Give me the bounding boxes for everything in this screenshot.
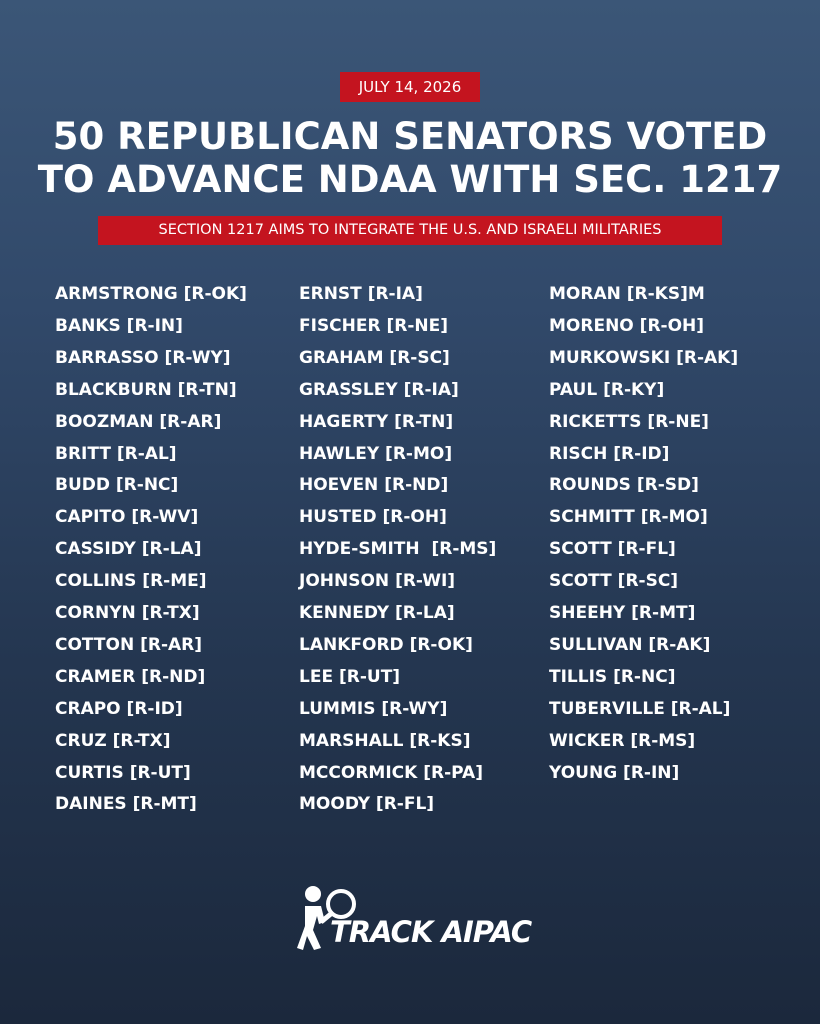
senator-name: CORNYN [R-TX]	[55, 603, 200, 623]
senator-name: SULLIVAN [R-AK]	[549, 634, 711, 655]
senator-name: CRAPO [R-ID]	[55, 698, 183, 719]
senator-name: CRUZ [R-TX]	[55, 730, 171, 751]
senator-name: FISCHER [R-NE]	[299, 315, 449, 336]
title-line: TO ADVANCE NDAA WITH SEC. 1217	[37, 158, 783, 201]
senator-name: MCCORMICK [R-PA]	[299, 762, 483, 783]
senator-name: ROUNDS [R-SD]	[549, 475, 699, 496]
senator-name: PAUL [R-KY]	[549, 379, 665, 400]
senator-name: MORENO [R-OH]	[549, 315, 705, 336]
senator-name: SCHMITT [R-MO]	[549, 507, 708, 528]
senator-name: HUSTED [R-OH]	[299, 507, 447, 528]
senator-name: YOUNG [R-IN]	[549, 762, 680, 783]
senator-name: LEE [R-UT]	[299, 666, 401, 687]
senator-name: KENNEDY [R-LA]	[299, 603, 455, 623]
senator-name: CASSIDY [R-LA]	[55, 539, 202, 560]
senator-name: COLLINS [R-ME]	[55, 571, 207, 592]
senator-name: ARMSTRONG [R-OK]	[55, 284, 247, 304]
senator-name: BUDD [R-NC]	[55, 475, 179, 496]
senator-name: ERNST [R-IA]	[299, 284, 423, 304]
senator-name: MARSHALL [R-KS]	[299, 730, 471, 751]
senator-name: SHEEHY [R-MT]	[549, 603, 696, 623]
senator-name: RISCH [R-ID]	[549, 443, 670, 464]
senator-name: SCOTT [R-FL]	[549, 539, 676, 560]
logo-icon	[297, 886, 356, 950]
senator-name: SCOTT [R-SC]	[549, 571, 679, 592]
senator-name: BLACKBURN [R-TN]	[55, 379, 237, 400]
senator-name: MURKOWSKI [R-AK]	[549, 347, 739, 368]
senator-name: LUMMIS [R-WY]	[299, 698, 448, 719]
senator-name: HOEVEN [R-ND]	[299, 475, 449, 496]
senator-name: MORAN [R-KS]M	[549, 284, 705, 304]
senator-name: HAWLEY [R-MO]	[299, 443, 453, 464]
senator-name: TUBERVILLE [R-AL]	[549, 698, 731, 719]
senator-name: BOOZMAN [R-AR]	[55, 411, 222, 432]
senator-name: MOODY [R-FL]	[299, 794, 435, 815]
senator-name: JOHNSON [R-WI]	[299, 571, 456, 592]
senator-name: CAPITO [R-WV]	[55, 507, 199, 528]
date-badge: JULY 14, 2026	[340, 72, 480, 102]
logo-text: TRACK AIPAC	[330, 915, 532, 949]
senator-name: COTTON [R-AR]	[55, 634, 203, 655]
senator-name: BRITT [R-AL]	[55, 443, 177, 464]
senator-name: BANKS [R-IN]	[55, 315, 183, 336]
title-line: 50 REPUBLICAN SENATORS VOTED	[52, 115, 768, 158]
senator-name: RICKETTS [R-NE]	[549, 411, 709, 432]
senator-name: HYDE-SMITH [R-MS]	[299, 539, 497, 560]
senator-name: LANKFORD [R-OK]	[299, 634, 473, 655]
senator-name: CURTIS [R-UT]	[55, 762, 191, 783]
senator-name: CRAMER [R-ND]	[55, 666, 206, 687]
senator-name: GRASSLEY [R-IA]	[299, 379, 459, 400]
senator-name: DAINES [R-MT]	[55, 794, 197, 815]
subtitle: SECTION 1217 AIMS TO INTEGRATE THE U.S. …	[98, 216, 722, 245]
senator-name: HAGERTY [R-TN]	[299, 411, 454, 432]
senator-name: TILLIS [R-NC]	[549, 666, 676, 687]
senator-name: BARRASSO [R-WY]	[55, 347, 231, 368]
senator-name: WICKER [R-MS]	[549, 730, 696, 751]
senator-name: GRAHAM [R-SC]	[299, 347, 450, 368]
